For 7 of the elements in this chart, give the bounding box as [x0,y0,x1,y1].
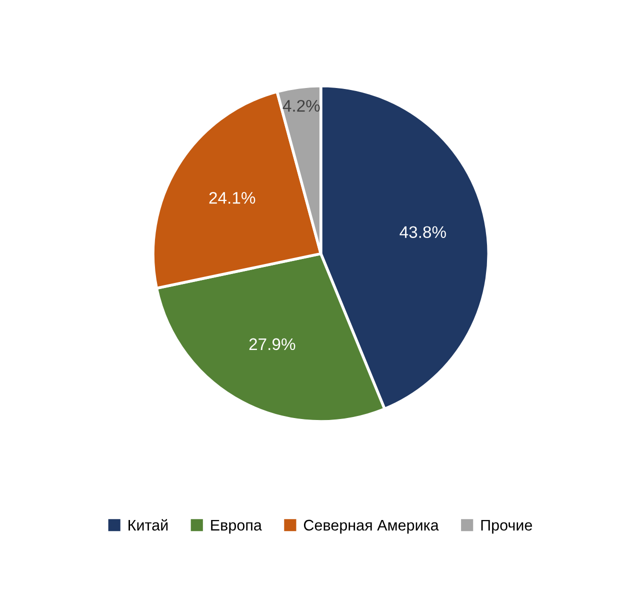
data-label: 24.1% [209,192,256,204]
legend-label: Китай [128,519,168,531]
data-label: 27.9% [249,338,296,350]
legend-label: Европа [211,520,262,534]
legend-label: Прочие [481,520,532,534]
data-label: 43.8% [400,226,446,238]
legend-label: Северная Америка [304,520,439,534]
